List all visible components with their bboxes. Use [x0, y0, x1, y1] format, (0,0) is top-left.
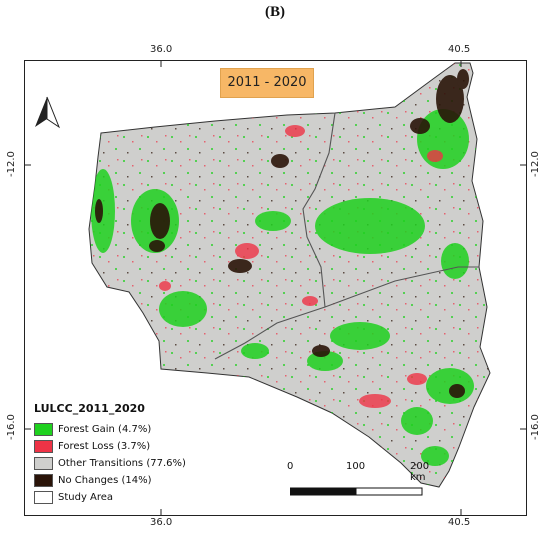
legend-swatch-forest-loss	[34, 440, 53, 453]
scale-label-0: 0	[287, 461, 294, 472]
scale-bar-graphic	[289, 487, 423, 496]
legend-swatch-other-transitions	[34, 457, 53, 470]
legend-label-forest-loss: Forest Loss (3.7%)	[58, 441, 151, 452]
period-badge: 2011 - 2020	[220, 68, 314, 98]
legend: LULCC_2011_2020 Forest Gain (4.7%) Fores…	[34, 402, 264, 506]
legend-title: LULCC_2011_2020	[34, 402, 145, 415]
lon-label-top-right: 40.5	[448, 44, 471, 55]
lon-label-bottom-left: 36.0	[150, 517, 173, 528]
legend-label-other-transitions: Other Transitions (77.6%)	[58, 458, 186, 469]
province-boundaries	[214, 112, 479, 360]
lat-label-right-upper: -12.0	[530, 151, 541, 177]
legend-swatch-forest-gain	[34, 423, 53, 436]
legend-swatch-no-changes	[34, 474, 53, 487]
legend-item-forest-loss: Forest Loss (3.7%)	[34, 438, 264, 455]
legend-label-forest-gain: Forest Gain (4.7%)	[58, 424, 152, 435]
legend-label-no-changes: No Changes (14%)	[58, 475, 152, 486]
lat-label-left-lower: -16.0	[6, 414, 17, 440]
legend-item-other-transitions: Other Transitions (77.6%)	[34, 455, 264, 472]
panel-label: (B)	[265, 4, 285, 20]
legend-swatch-study-area	[34, 491, 53, 504]
lat-label-right-lower: -16.0	[530, 414, 541, 440]
scale-label-200: 200 km	[410, 461, 430, 483]
legend-item-forest-gain: Forest Gain (4.7%)	[34, 421, 264, 438]
north-arrow-icon	[35, 96, 61, 129]
lat-label-left-upper: -12.0	[6, 151, 17, 177]
map-canvas	[25, 61, 526, 515]
map-frame	[24, 60, 527, 516]
legend-item-no-changes: No Changes (14%)	[34, 472, 264, 489]
graticule-ticks	[25, 61, 526, 515]
legend-label-study-area: Study Area	[58, 492, 114, 503]
scale-bar: 0 100 200 km	[287, 461, 430, 501]
scale-label-100: 100	[346, 461, 366, 472]
lon-label-bottom-right: 40.5	[448, 517, 471, 528]
lon-label-top-left: 36.0	[150, 44, 173, 55]
legend-item-study-area: Study Area	[34, 489, 264, 506]
